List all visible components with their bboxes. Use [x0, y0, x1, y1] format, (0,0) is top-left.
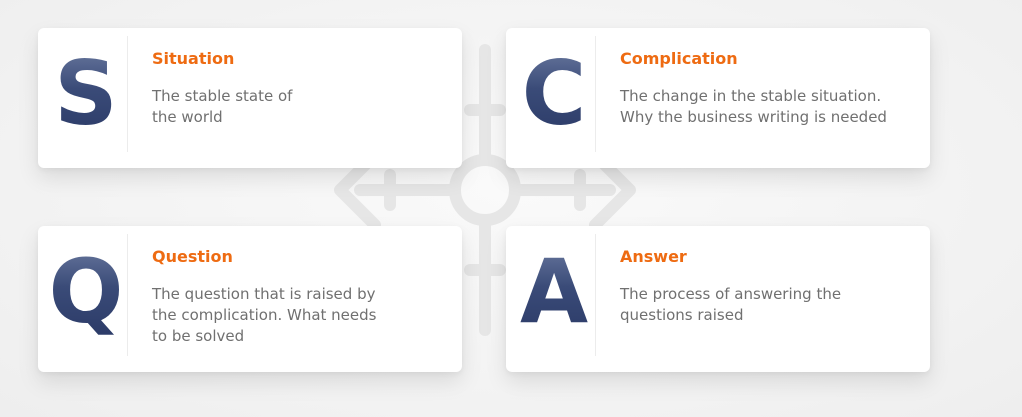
answer-letter: A [514, 242, 594, 342]
complication-letter: C [514, 44, 594, 144]
complication-description: The change in the stable situation. Why … [620, 87, 887, 126]
situation-content: Situation The stable state of the world [152, 48, 450, 128]
complication-divider [595, 36, 596, 152]
situation-card: S Situation The stable state of the worl… [38, 28, 462, 168]
situation-letter: S [46, 44, 126, 144]
answer-content: Answer The process of answering the ques… [620, 246, 918, 326]
question-description: The question that is raised by the compl… [152, 285, 377, 345]
answer-card: A Answer The process of answering the qu… [506, 226, 930, 372]
question-card: Q Question The question that is raised b… [38, 226, 462, 372]
question-title: Question [152, 247, 233, 266]
situation-description: The stable state of the world [152, 87, 293, 126]
situation-title: Situation [152, 49, 235, 68]
question-divider [127, 234, 128, 356]
background-center-circle [449, 154, 521, 226]
answer-description: The process of answering the questions r… [620, 285, 842, 324]
complication-card: C Complication The change in the stable … [506, 28, 930, 168]
complication-title: Complication [620, 49, 738, 68]
question-letter: Q [46, 242, 126, 342]
complication-content: Complication The change in the stable si… [620, 48, 918, 128]
answer-divider [595, 234, 596, 356]
answer-title: Answer [620, 247, 687, 266]
question-content: Question The question that is raised by … [152, 246, 450, 347]
situation-divider [127, 36, 128, 152]
